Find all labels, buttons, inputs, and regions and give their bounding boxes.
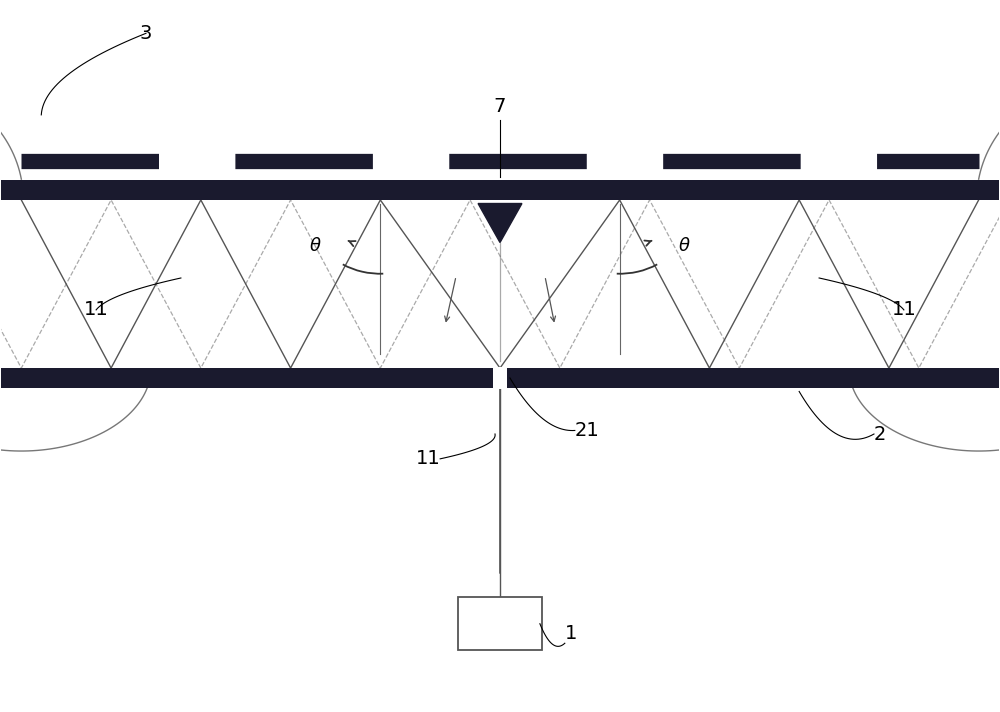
- Text: 7: 7: [494, 98, 506, 116]
- Bar: [493, 367, 507, 389]
- Text: 2: 2: [874, 424, 886, 444]
- Bar: [1, 180, 999, 200]
- Text: 1: 1: [565, 624, 577, 643]
- Text: 3: 3: [140, 23, 152, 43]
- Text: θ: θ: [310, 237, 321, 255]
- Text: 11: 11: [415, 449, 440, 468]
- Text: 21: 21: [575, 421, 600, 440]
- Bar: [458, 597, 542, 650]
- Text: 11: 11: [84, 300, 108, 320]
- Polygon shape: [478, 204, 522, 243]
- Text: 11: 11: [892, 300, 916, 320]
- Text: θ: θ: [679, 237, 690, 255]
- Bar: [1, 368, 999, 388]
